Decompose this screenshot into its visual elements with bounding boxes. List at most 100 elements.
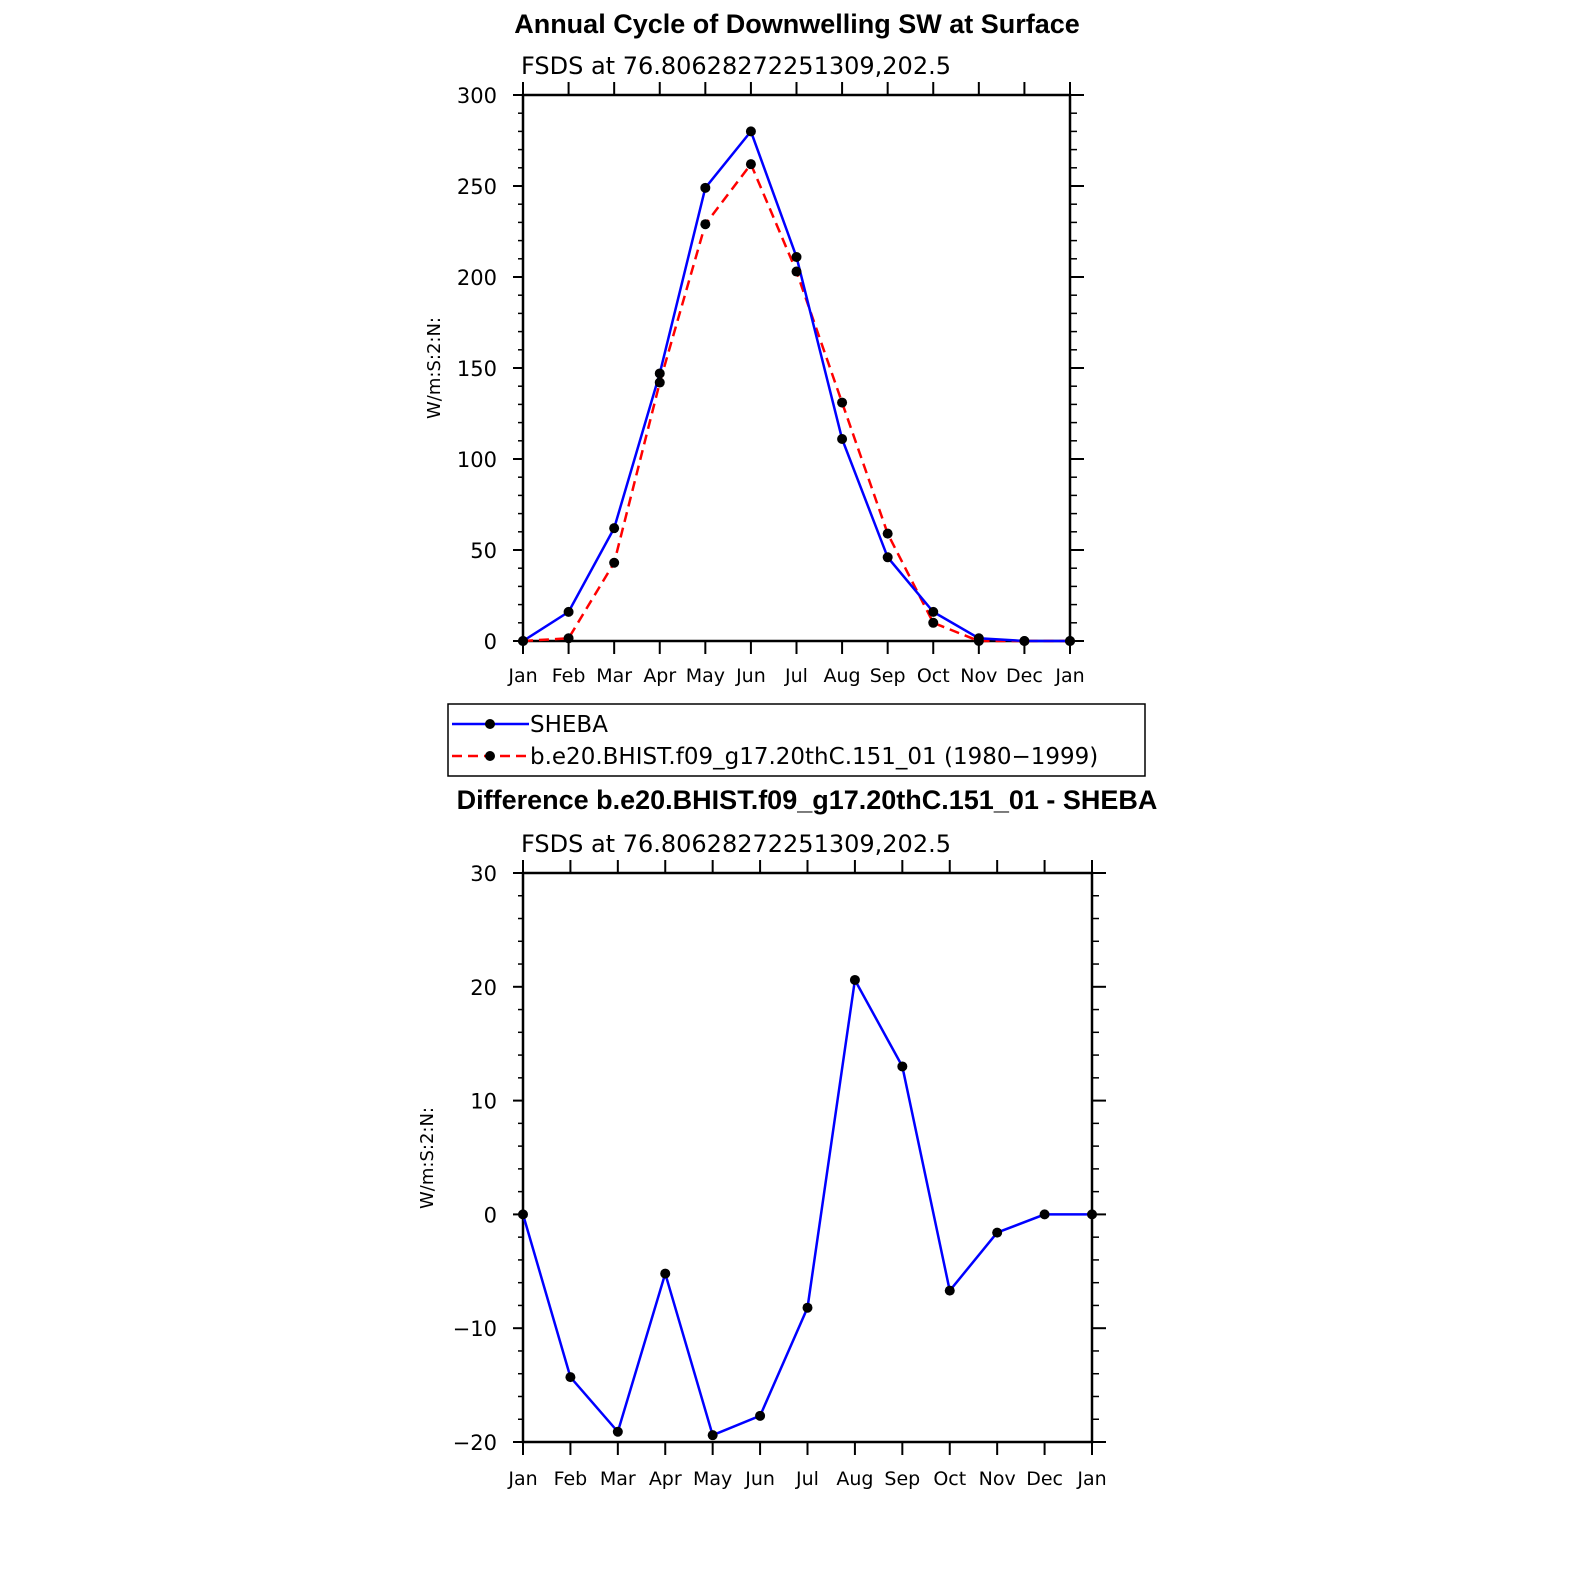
- series-0-point: [660, 1268, 671, 1279]
- y-tick-label: 250: [457, 175, 497, 199]
- legend-model-marker: [485, 751, 495, 761]
- x-tick-label: Feb: [552, 665, 586, 687]
- series-0-point: [897, 1061, 908, 1072]
- y-tick-label: 20: [470, 976, 497, 1000]
- bottom-chart-ticks: [513, 860, 1106, 1455]
- legend-model-label: b.e20.BHIST.f09_g17.20thC.151_01 (1980−1…: [530, 744, 1098, 770]
- x-tick-label: Dec: [1006, 665, 1043, 687]
- series-0-point: [707, 1430, 718, 1441]
- top-chart-title: Annual Cycle of Downwelling SW at Surfac…: [514, 9, 1080, 39]
- series-1-point: [563, 633, 574, 644]
- x-tick-label: Oct: [933, 1468, 966, 1490]
- bottom-chart-ylabel: W/m:S:2:N:: [417, 1107, 438, 1209]
- series-0-point: [565, 1372, 576, 1383]
- legend-sheba-label: SHEBA: [530, 712, 608, 738]
- bottom-chart-series-group: [518, 974, 1097, 1441]
- series-0-point: [992, 1227, 1003, 1238]
- top-chart-series-group: [518, 126, 1075, 646]
- legend-box: [447, 703, 1146, 777]
- top-chart-subtitle: FSDS at 76.80628272251309,202.5: [521, 52, 951, 80]
- x-tick-label: Feb: [554, 1468, 588, 1490]
- x-tick-label: Mar: [596, 665, 632, 687]
- y-tick-label: 50: [470, 539, 497, 563]
- x-tick-label: Apr: [643, 665, 676, 687]
- series-line-0: [521, 976, 1092, 1437]
- y-tick-label: −20: [453, 1431, 497, 1455]
- series-1-point: [882, 528, 893, 539]
- series-0-point: [654, 368, 665, 379]
- x-tick-label: Dec: [1026, 1468, 1063, 1490]
- series-0-point: [1039, 1209, 1050, 1220]
- series-line-0: [522, 128, 1070, 643]
- series-0-point: [802, 1302, 813, 1313]
- y-tick-label: 100: [457, 448, 497, 472]
- y-tick-label: 0: [484, 630, 497, 654]
- series-0-point: [928, 606, 939, 617]
- x-tick-label: Apr: [649, 1468, 682, 1490]
- series-0-point: [882, 552, 893, 563]
- series-1-point: [1019, 636, 1030, 646]
- bottom-chart-y-tick-labels: −20 −10 0 10 20 30: [453, 862, 497, 1455]
- series-1-point: [609, 557, 620, 568]
- series-0-point: [944, 1285, 955, 1296]
- top-chart: Annual Cycle of Downwelling SW at Surfac…: [424, 9, 1085, 687]
- series-line-1: [522, 161, 1070, 643]
- x-tick-label: Sep: [870, 665, 906, 687]
- bottom-chart: Difference b.e20.BHIST.f09_g17.20thC.151…: [417, 785, 1157, 1490]
- x-tick-label: Sep: [884, 1468, 920, 1490]
- x-tick-label: Jul: [795, 1468, 819, 1490]
- y-tick-label: 300: [457, 84, 497, 108]
- x-tick-label: Nov: [979, 1468, 1016, 1490]
- series-0-point: [518, 1209, 528, 1220]
- x-tick-label: Aug: [824, 665, 861, 687]
- top-chart-x-tick-labels: Jan Feb Mar Apr May Jun Jul Aug Sep Oct Nov Dec Jan: [507, 665, 1084, 687]
- x-tick-label: Jun: [735, 665, 766, 687]
- series-1-point: [791, 266, 802, 277]
- series-1-point: [973, 636, 984, 646]
- x-tick-label: Oct: [917, 665, 950, 687]
- x-tick-label: Jan: [1054, 665, 1084, 687]
- top-chart-y-tick-labels: 0 50 100 150 200 250 300: [457, 84, 497, 654]
- series-0-point: [609, 523, 620, 534]
- y-tick-label: 150: [457, 357, 497, 381]
- series-1-point: [928, 617, 939, 628]
- y-tick-label: 30: [470, 862, 497, 886]
- x-tick-label: Aug: [836, 1468, 873, 1490]
- series-1-point: [654, 377, 665, 388]
- x-tick-label: Mar: [600, 1468, 636, 1490]
- x-tick-label: Jun: [744, 1468, 775, 1490]
- top-chart-ylabel: W/m:S:2:N:: [424, 317, 445, 419]
- x-tick-label: Jul: [784, 665, 808, 687]
- bottom-chart-subtitle: FSDS at 76.80628272251309,202.5: [521, 830, 951, 858]
- x-tick-label: May: [686, 665, 725, 687]
- x-tick-label: May: [693, 1468, 732, 1490]
- bottom-chart-frame: [521, 871, 1094, 1444]
- series-1-point: [837, 397, 848, 408]
- legend-sheba-marker: [485, 719, 495, 729]
- series-0-point: [849, 974, 860, 985]
- series-0-point: [700, 182, 711, 193]
- series-1-point: [700, 219, 711, 230]
- series-0-point: [837, 433, 848, 444]
- x-tick-label: Nov: [960, 665, 997, 687]
- series-0-point: [1087, 1209, 1097, 1220]
- legend: SHEBA b.e20.BHIST.f09_g17.20thC.151_01 (…: [447, 703, 1146, 777]
- series-0-point: [612, 1426, 623, 1437]
- series-0-point: [563, 606, 574, 617]
- series-0-point: [791, 251, 802, 262]
- x-tick-label: Jan: [1076, 1468, 1106, 1490]
- bottom-chart-x-tick-labels: Jan Feb Mar Apr May Jun Jul Aug Sep Oct Nov Dec Jan: [507, 1468, 1106, 1490]
- y-tick-label: 0: [484, 1203, 497, 1227]
- series-1-point: [1065, 636, 1075, 646]
- series-0-point: [755, 1410, 766, 1421]
- bottom-chart-title: Difference b.e20.BHIST.f09_g17.20thC.151…: [457, 785, 1158, 815]
- top-chart-ticks: [513, 82, 1084, 654]
- y-tick-label: −10: [453, 1317, 497, 1341]
- series-1-point: [518, 636, 528, 646]
- top-chart-frame: [521, 93, 1072, 643]
- x-tick-label: Jan: [507, 665, 537, 687]
- y-tick-label: 200: [457, 266, 497, 290]
- x-tick-label: Jan: [507, 1468, 537, 1490]
- series-0-point: [745, 126, 756, 137]
